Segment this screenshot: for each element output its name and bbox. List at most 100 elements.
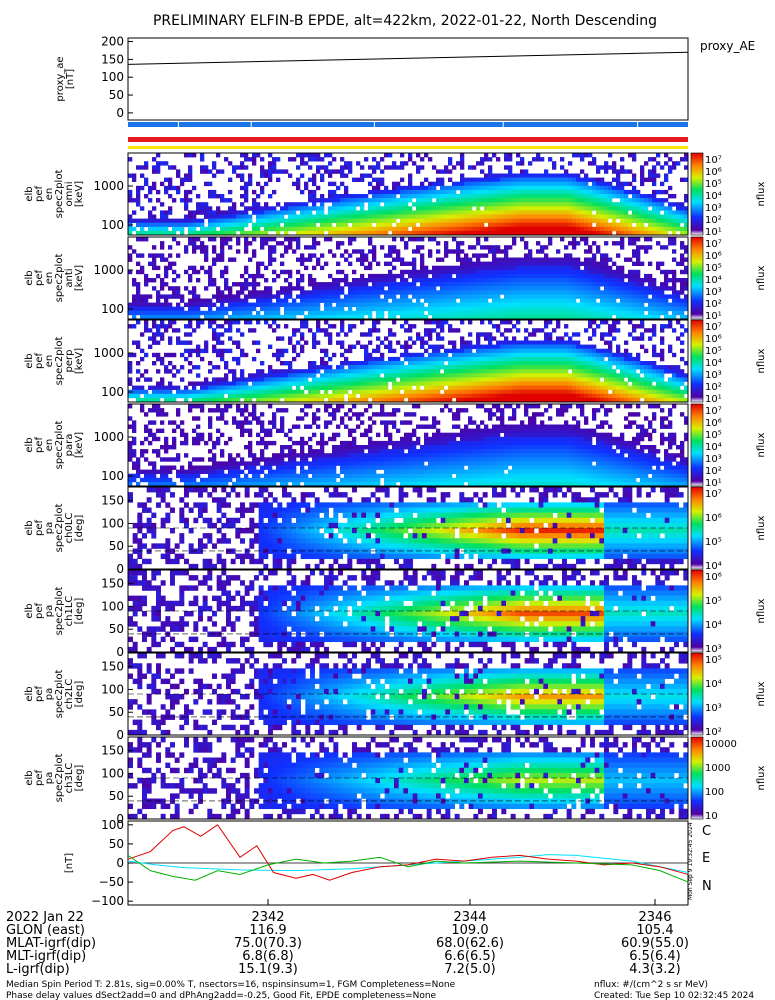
spectro-cell: [128, 253, 133, 258]
spectro-cell: [668, 157, 673, 162]
spectro-cell: [464, 348, 469, 354]
spectro-cell: [444, 365, 449, 370]
spectro-cell: [376, 282, 381, 287]
spectro-cell: [256, 348, 261, 354]
spectro-cell: [392, 356, 397, 362]
spectro-cell: [380, 306, 385, 312]
spectro-cell: [160, 302, 165, 307]
spectro-cell: [368, 181, 373, 187]
spectro-cell: [468, 352, 473, 358]
spectro-cell: [328, 214, 333, 219]
spectro-cell: [220, 397, 225, 403]
spectro-cell: [552, 218, 557, 223]
spectro-cell: [148, 253, 153, 258]
spectro-cell: [496, 230, 501, 236]
spectro-cell: [480, 226, 485, 232]
spectro-cell: [296, 294, 301, 299]
spectro-cell: [516, 348, 521, 354]
spectro-cell: [628, 218, 633, 223]
spectro-cell: [552, 310, 557, 316]
spectro-cell: [504, 381, 509, 386]
spectro-cell: [488, 361, 493, 366]
spectro-cell: [572, 218, 577, 223]
spectro-cell: [232, 320, 237, 325]
spectro-cell: [276, 397, 281, 403]
spectro-cell: [620, 226, 625, 232]
spectro-cell: [136, 306, 141, 312]
spectro-cell: [328, 365, 333, 370]
spectro-cell: [356, 286, 361, 291]
spectro-cell: [472, 377, 477, 382]
spectro-cell: [340, 393, 345, 399]
spectro-cell: [480, 298, 485, 303]
spectro-cell: [460, 265, 465, 271]
spectro-cell: [536, 298, 541, 303]
spectro-cell: [372, 328, 377, 333]
spectro-cell: [224, 298, 229, 303]
spectro-cell: [312, 214, 317, 219]
spectro-cell: [496, 210, 501, 215]
spectro-cell: [308, 253, 313, 258]
spectro-cell: [284, 381, 289, 386]
spectro-cell: [388, 218, 393, 223]
spectro-cell: [336, 206, 341, 211]
spectro-cell: [584, 306, 589, 312]
spectro-cell: [648, 210, 653, 215]
spectro-cell: [632, 286, 637, 291]
spectro-cell: [156, 153, 161, 158]
spectro-cell: [508, 165, 513, 170]
spectro-cell: [636, 245, 641, 250]
spectro-cell: [232, 393, 237, 399]
spectro-cell: [240, 194, 245, 199]
spectro-cell: [428, 226, 433, 232]
spectro-cell: [308, 298, 313, 303]
spectro-cell: [256, 153, 261, 158]
spectro-cell: [504, 206, 509, 211]
spectro-cell: [188, 241, 193, 246]
spectro-cell: [292, 286, 297, 291]
spectro-cell: [456, 249, 461, 254]
spectro-cell: [436, 302, 441, 307]
spectro-cell: [612, 214, 617, 219]
spectro-cell: [604, 206, 609, 211]
spectro-cell: [396, 389, 401, 395]
spectro-cell: [628, 306, 633, 312]
spectro-cell: [532, 310, 537, 316]
colorbar-tick-label: 10⁴: [705, 275, 722, 286]
spectro-cell: [336, 377, 341, 382]
spectro-cell: [416, 393, 421, 399]
spectro-cell: [496, 189, 501, 195]
spectro-cell: [356, 282, 361, 287]
spectro-cell: [596, 290, 601, 295]
spectro-cell: [476, 210, 481, 215]
spectro-cell: [280, 298, 285, 303]
spectro-cell: [496, 245, 501, 250]
spectro-cell: [464, 269, 469, 275]
spectro-cell: [140, 302, 145, 307]
spectro-cell: [488, 269, 493, 275]
spectro-cell: [456, 385, 461, 390]
spectro-cell: [612, 273, 617, 279]
spectro-cell: [672, 290, 677, 295]
spectro-cell: [544, 230, 549, 236]
spectro-cell: [372, 194, 377, 199]
spectro-cell: [588, 286, 593, 291]
spectro-cell: [560, 189, 565, 195]
spectro-cell: [480, 261, 485, 266]
spectro-cell: [408, 273, 413, 279]
spectro-cell: [260, 189, 265, 195]
spectro-cell: [388, 249, 393, 254]
spectro-cell: [528, 344, 533, 349]
spectro-cell: [528, 173, 533, 178]
spectro-cell: [360, 222, 365, 228]
spectro-cell: [364, 356, 369, 362]
spectro-cell: [448, 194, 453, 199]
spectro-cell: [528, 286, 533, 291]
spectro-cell: [172, 306, 177, 312]
spectro-cell: [460, 314, 465, 320]
spectro-cell: [216, 348, 221, 354]
spectro-cell: [508, 218, 513, 223]
spectro-cell: [524, 265, 529, 271]
spectro-cell: [640, 165, 645, 170]
spectro-cell: [464, 230, 469, 236]
